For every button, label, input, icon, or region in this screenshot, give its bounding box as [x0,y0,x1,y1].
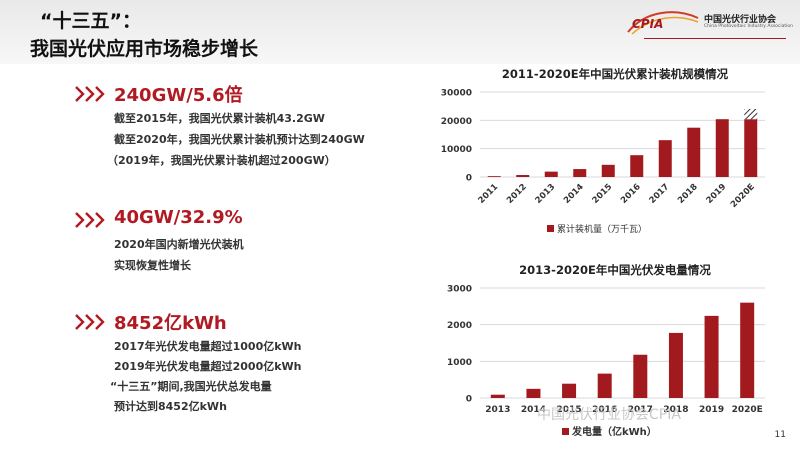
headline-installed-capacity: 240GW/5.6倍 [114,85,243,106]
chart-title-capacity: 2011-2020E年中国光伏累计装机规模情况 [501,67,729,81]
x-tick-label: 2011 [477,182,501,206]
x-tick-label: 2013 [485,405,510,415]
y-tick-label: 20000 [441,117,472,127]
body-line: 截至2015年，我国光伏累计装机43.2GW [114,112,325,125]
x-tick-label: 2020E [732,405,763,415]
bar [704,315,719,398]
cpia-logo: CPIA [627,11,699,35]
y-tick-label: 0 [466,395,472,405]
x-tick-label: 2015 [557,405,582,415]
headline-new-installations: 40GW/32.9% [114,207,243,228]
bar [740,302,755,398]
bar [544,171,558,177]
x-tick-label: 2020E [729,182,757,210]
headline-generation: 8452亿kWh [114,313,227,334]
body-line: 截至2020年，我国光伏累计装机预计达到240GW [114,133,365,146]
header-band [0,0,800,64]
x-tick-label: 2019 [699,405,724,415]
bar [487,176,501,177]
body-line: 2017年光伏发电量超过1000亿kWh [114,340,302,353]
page-number: 11 [774,430,786,440]
watermark-text: 中国光伏行业协会CPIA [537,407,681,423]
logo-divider [644,38,786,39]
x-tick-label: 2015 [591,182,615,206]
logo-org-subtitle: China Photovoltaic Industry Association [704,24,794,29]
x-tick-label: 2017 [648,182,672,206]
y-tick-label: 3000 [447,285,472,295]
x-tick-label: 2014 [521,405,546,415]
body-line: 2020年国内新增光伏装机 [114,238,244,251]
chevron-arrows-icon [75,314,105,330]
y-tick-label: 2000 [447,321,472,331]
bar [490,394,505,398]
chevron-arrows-icon [75,212,105,228]
x-tick-label: 2016 [592,405,617,415]
bar [633,354,648,398]
page-title-line2: 我国光伏应用市场稳步增长 [30,38,259,60]
generation-bar-chart: 0 1000 2000 3000 2013 2014 2015 2016 2017 2018 201… [447,285,765,438]
x-tick-label: 2016 [619,182,643,206]
x-tick-label: 2019 [705,182,729,206]
logo-mark: CPIA [632,17,663,31]
y-tick-label: 10000 [441,145,472,155]
x-tick-label: 2018 [663,405,688,415]
y-tick-label: 30000 [441,89,472,99]
bar [562,383,577,398]
chart-title-generation: 2013-2020E年中国光伏发电量情况 [519,263,711,277]
bar-estimate-hatch [744,109,758,120]
logo-org-name: 中国光伏行业协会 [704,15,777,25]
bar [715,119,729,177]
bar [516,175,530,177]
body-line: （2019年，我国光伏累计装机超过200GW） [107,154,336,167]
bar [744,119,758,177]
bar [668,332,683,398]
page-title-line1: “十三五”： [40,10,141,32]
bar [658,140,672,177]
legend-swatch [562,428,569,435]
x-tick-label: 2012 [505,182,529,206]
y-tick-label: 0 [466,174,472,184]
bar [630,155,644,177]
bar [597,373,612,398]
body-line: 2019年光伏发电量超过2000亿kWh [114,360,302,373]
body-line: 实现恢复性增长 [114,259,191,272]
bar [573,169,587,177]
x-tick-label: 2017 [628,405,653,415]
x-tick-label: 2014 [562,182,586,206]
bar [687,127,701,177]
x-tick-label: 2018 [676,182,700,206]
chevron-arrows-icon [75,86,105,102]
bar [601,164,615,177]
legend-label: 发电量（亿kWh） [571,425,657,438]
capacity-bar-chart: 0 10000 20000 30000 2011 2012 2013 2014 2015 2016… [441,89,765,235]
body-line: “十三五”期间,我国光伏总发电量 [110,380,272,393]
legend-swatch [547,225,554,232]
body-line: 预计达到8452亿kWh [114,400,227,413]
legend-label: 累计装机量（万千瓦） [557,223,647,235]
y-tick-label: 1000 [447,358,472,368]
bar [526,388,541,398]
x-tick-label: 2013 [534,182,558,206]
